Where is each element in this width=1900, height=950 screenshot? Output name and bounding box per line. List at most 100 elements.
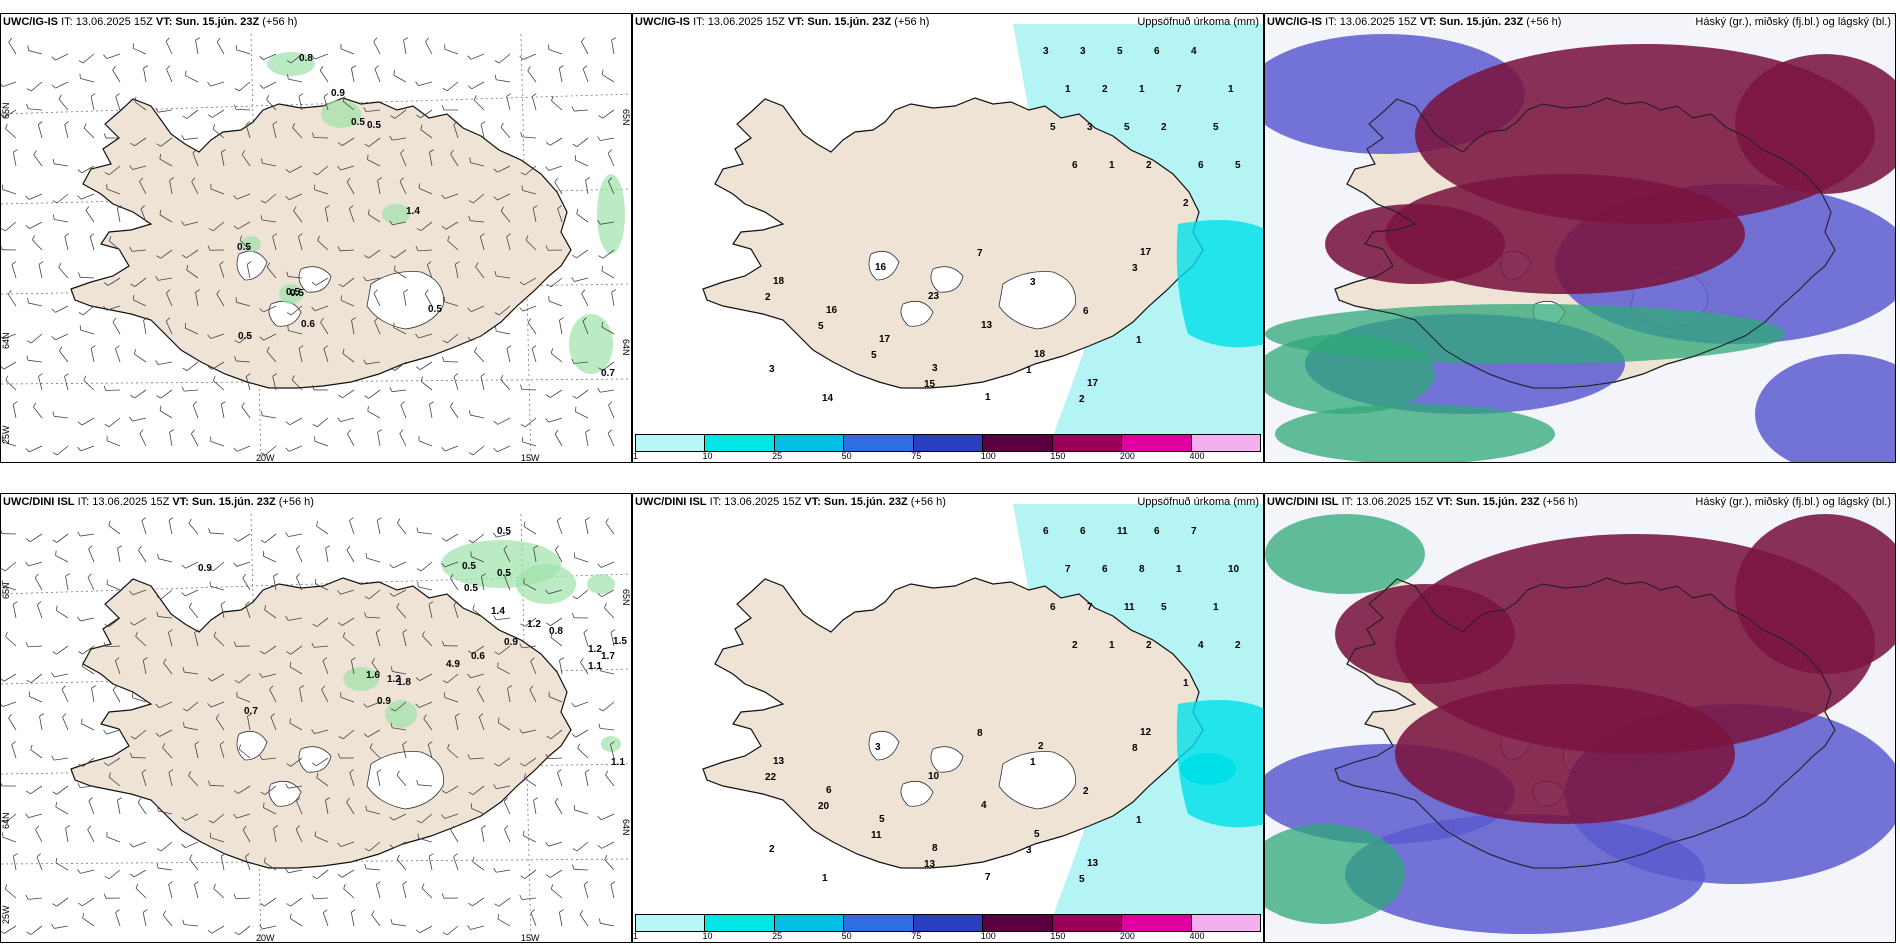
wind-barb-feather	[346, 797, 350, 803]
wind-barb	[143, 68, 147, 83]
wind-barb	[453, 376, 459, 391]
wind-barb	[574, 809, 589, 815]
wind-barb-feather	[192, 401, 198, 406]
wind-barb	[28, 50, 43, 55]
wind-barb	[108, 165, 121, 176]
wind-barb	[81, 165, 95, 174]
wind-barb-feather	[343, 883, 346, 889]
precip-value-label: 6	[826, 785, 832, 796]
precip-value-label: 1	[985, 392, 991, 403]
wind-barb	[349, 772, 355, 787]
wind-barb	[472, 897, 485, 907]
wind-barb-feather	[188, 518, 192, 524]
wind-barb	[236, 49, 251, 55]
wind-barb	[116, 208, 121, 223]
precip-map-panel-bottom[interactable]: UWC/DINI ISL IT: 13.06.2025 15Z VT: Sun.…	[632, 493, 1264, 943]
wind-barb-feather	[325, 205, 330, 209]
wind-barb	[106, 305, 121, 311]
wind-barb	[219, 744, 225, 759]
wind-barb-feather	[156, 143, 161, 147]
wind-barb-feather	[64, 121, 69, 125]
precip-value-label: 5	[1161, 602, 1167, 613]
colorbar-tick-label: 75	[911, 931, 922, 941]
wind-barb-feather	[428, 741, 433, 745]
wind-barb-feather	[64, 373, 69, 377]
wind-barb	[213, 380, 225, 391]
wind-barb	[158, 277, 173, 281]
wind-barb	[134, 101, 147, 111]
wind-barb	[169, 432, 173, 447]
precip-map-panel-top[interactable]: UWC/IG-IS IT: 13.06.2025 15Z VT: Sun. 15…	[632, 13, 1264, 463]
wind-barb-feather	[316, 521, 318, 527]
wind-barb	[166, 68, 173, 83]
init-time: IT: 13.06.2025 15Z	[77, 496, 170, 508]
wind-barb-feather	[442, 340, 448, 344]
cloud-map-panel-top[interactable]: UWC/IG-IS IT: 13.06.2025 15Z VT: Sun. 15…	[1264, 13, 1896, 463]
wind-barb-feather	[85, 206, 90, 211]
wind-barb-feather	[389, 387, 393, 392]
wind-barb-feather	[428, 853, 434, 857]
wind-barb	[57, 193, 69, 204]
wind-barb-feather	[610, 741, 615, 745]
wind-map-panel-top[interactable]: UWC/IG-IS IT: 13.06.2025 15Z VT: Sun. 15…	[0, 13, 632, 463]
wind-barb	[558, 912, 563, 927]
wind-barb-feather	[468, 200, 474, 204]
precip-value-label: 10	[1228, 564, 1240, 575]
wind-barb	[557, 208, 563, 223]
wind-barb-feather	[475, 262, 479, 268]
wind-barb	[584, 772, 589, 787]
wind-barb	[343, 636, 355, 647]
wind-barb	[583, 884, 589, 899]
cloud-map-panel-bottom[interactable]: UWC/DINI ISL IT: 13.06.2025 15Z VT: Sun.…	[1264, 493, 1896, 943]
wind-barb-feather	[285, 868, 289, 874]
wind-barb-feather	[1, 83, 4, 87]
wind-barb	[11, 744, 17, 759]
wind-barb-feather	[476, 685, 481, 690]
precip-amount-label: 1.4	[406, 206, 420, 217]
wind-barb	[210, 837, 225, 843]
wind-barb-feather	[441, 105, 445, 111]
wind-barb	[314, 645, 329, 648]
precip-value-label: 2	[1161, 122, 1167, 133]
wind-barb-feather	[139, 429, 144, 434]
wind-barb	[446, 673, 459, 684]
wind-barb	[186, 361, 199, 371]
wind-barb-feather	[162, 910, 167, 916]
wind-barb-feather	[169, 177, 175, 181]
wind-barb-feather	[472, 604, 475, 610]
wind-barb	[80, 533, 95, 537]
wind-barb	[131, 757, 147, 759]
wind-barb-feather	[52, 411, 55, 417]
wind-barb-feather	[11, 261, 17, 265]
wind-barb	[114, 660, 121, 675]
wind-barb-feather	[273, 573, 278, 577]
wind-barb-feather	[493, 196, 498, 201]
wind-barb	[264, 897, 277, 907]
wind-barb	[65, 828, 69, 843]
panel-header: UWC/IG-IS IT: 13.06.2025 15Z VT: Sun. 15…	[635, 16, 929, 28]
wind-barb-feather	[286, 271, 289, 277]
wind-barb-feather	[33, 402, 37, 408]
wind-barb	[605, 774, 615, 787]
precip-value-label: 7	[1065, 564, 1071, 575]
wind-barb	[263, 807, 277, 815]
wind-barb	[292, 127, 303, 139]
wind-barb-feather	[500, 122, 504, 128]
wind-map-panel-bottom[interactable]: UWC/DINI ISL IT: 13.06.2025 15Z VT: Sun.…	[0, 493, 632, 943]
wind-barb	[236, 301, 251, 307]
wind-barb	[184, 671, 199, 675]
wind-barb-feather	[473, 95, 477, 101]
wind-barb	[600, 137, 615, 142]
valid-label: VT:	[155, 16, 173, 28]
colorbar-cells	[635, 434, 1261, 452]
precip-amount-label: 0.6	[471, 651, 485, 662]
wind-barb	[238, 925, 251, 936]
wind-barb	[132, 589, 147, 596]
colorbar-tick-label: 25	[772, 451, 783, 461]
wind-barb-feather	[104, 875, 110, 880]
wind-barb-feather	[181, 816, 186, 821]
wind-barb	[28, 645, 43, 648]
wind-barb-feather	[415, 81, 419, 86]
wind-barb	[504, 828, 511, 843]
wind-barb-feather	[480, 121, 486, 125]
